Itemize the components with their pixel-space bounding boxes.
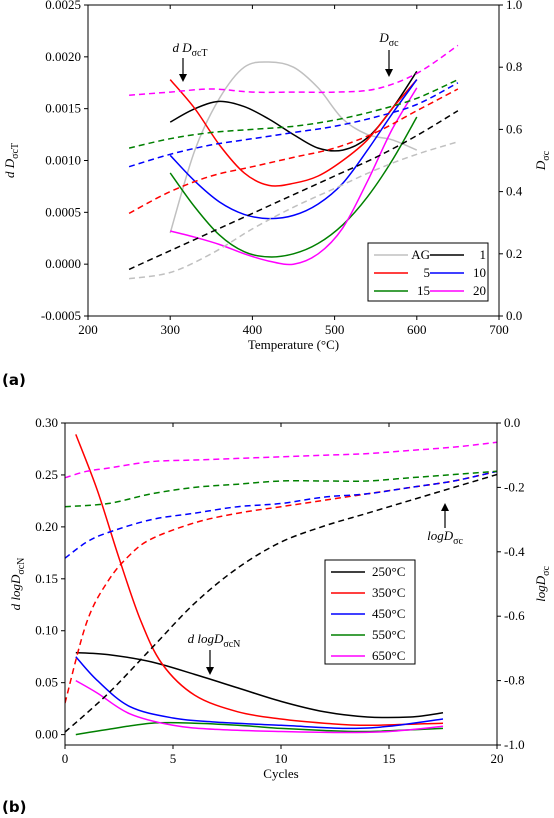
series-line-650C-solid bbox=[75, 679, 444, 734]
x-tick-label: 5 bbox=[170, 751, 177, 766]
y-tick-label-left: 0.20 bbox=[35, 519, 58, 534]
y-tick-label-left: 0.0005 bbox=[45, 204, 81, 219]
y-tick-label-left: 0.05 bbox=[35, 675, 58, 690]
y-tick-label-right: 0.0 bbox=[504, 415, 520, 430]
series-line-550C-dashed bbox=[65, 470, 497, 508]
series-line-1-solid bbox=[169, 70, 418, 152]
panel-label-b: (b) bbox=[2, 798, 26, 816]
x-tick-label: 600 bbox=[407, 322, 427, 337]
y-tick-label-left: 0.15 bbox=[35, 571, 58, 586]
annotation-arrow-head bbox=[441, 503, 449, 511]
annotation-label: d logDσcN bbox=[188, 631, 241, 650]
x-tick-label: 400 bbox=[243, 322, 263, 337]
x-tick-label: 700 bbox=[489, 322, 509, 337]
x-tick-label: 200 bbox=[78, 322, 98, 337]
annotation-label: logDσc bbox=[427, 528, 463, 547]
legend-label: 350°C bbox=[372, 585, 405, 600]
y-tick-label-right: 0.4 bbox=[506, 184, 523, 199]
x-tick-label: 10 bbox=[275, 751, 288, 766]
legend-label: 250°C bbox=[372, 564, 405, 579]
series-line-350C-dashed bbox=[65, 470, 497, 704]
y-tick-label-left: 0.0025 bbox=[45, 0, 81, 12]
x-tick-label: 20 bbox=[491, 751, 504, 766]
legend-box bbox=[324, 559, 416, 665]
x-tick-label: 500 bbox=[325, 322, 345, 337]
legend-label: 450°C bbox=[372, 606, 405, 621]
legend-label: 650°C bbox=[372, 648, 405, 663]
y-tick-label-right: -0.4 bbox=[504, 544, 525, 559]
y-axis-label-right: Dσc bbox=[533, 150, 552, 171]
legend-label: 10 bbox=[473, 265, 486, 280]
y-tick-label-left: 0.25 bbox=[35, 467, 58, 482]
y-tick-label-left: 0.0010 bbox=[45, 153, 81, 168]
y-tick-label-left: 0.0020 bbox=[45, 49, 81, 64]
panel-label-a: (a) bbox=[2, 371, 26, 389]
series-group bbox=[65, 434, 497, 736]
series-line-10-solid bbox=[169, 79, 418, 220]
series-line-20-dashed bbox=[129, 44, 459, 96]
series-line-15-dashed bbox=[128, 78, 459, 149]
legend-label: 20 bbox=[473, 283, 486, 298]
y-tick-label-left: -0.0005 bbox=[41, 308, 81, 323]
y-tick-label-left: 0.10 bbox=[35, 623, 58, 638]
series-line-10-dashed bbox=[128, 82, 459, 168]
series-line-AG-dashed bbox=[128, 141, 459, 280]
series-line-15-solid bbox=[169, 116, 418, 258]
x-tick-label: 300 bbox=[160, 322, 180, 337]
annotation-arrow-head bbox=[385, 69, 393, 77]
legend-label: 15 bbox=[417, 283, 430, 298]
y-tick-label-right: 0.0 bbox=[506, 308, 522, 323]
y-tick-label-left: 0.0000 bbox=[45, 256, 81, 271]
y-tick-label-left: 0.30 bbox=[35, 415, 58, 430]
y-axis-label-left: d DσcT bbox=[2, 143, 21, 178]
legend-label: 1 bbox=[480, 247, 487, 262]
series-line-250C-dashed bbox=[65, 473, 497, 733]
series-line-1-dashed bbox=[128, 110, 459, 271]
y-tick-label-right: 0.2 bbox=[506, 246, 522, 261]
series-line-550C-solid bbox=[75, 721, 444, 736]
series-group bbox=[128, 44, 459, 280]
chart-a: 200 300 400 500 600 700 Temperature (°C) -0.000… bbox=[2, 0, 552, 352]
y-tick-label-right: -0.2 bbox=[504, 479, 525, 494]
chart-b: 0 5 10 15 20 Cycles 0.00 0.05 0.10 0.15 0.20 0.25 0.… bbox=[8, 415, 552, 781]
x-axis-label: Cycles bbox=[263, 766, 298, 781]
series-line-5-dashed bbox=[128, 88, 459, 215]
plot-frame bbox=[64, 422, 498, 746]
annotation-arrow-head bbox=[179, 74, 187, 82]
x-tick-label: 15 bbox=[383, 751, 396, 766]
legend-label: 550°C bbox=[372, 627, 405, 642]
annotation-label: d DσcT bbox=[172, 40, 207, 59]
series-line-AG-solid bbox=[169, 61, 418, 234]
y-tick-label-right: -0.6 bbox=[504, 608, 525, 623]
series-line-450C-solid bbox=[75, 656, 444, 730]
y-axis-label-left: d logDσcN bbox=[8, 558, 27, 611]
series-line-450C-dashed bbox=[65, 470, 497, 559]
legend-label: AG bbox=[411, 247, 430, 262]
annotation-label: Dσc bbox=[378, 30, 399, 49]
y-tick-label-right: -1.0 bbox=[504, 737, 525, 752]
y-tick-label-left: 0.00 bbox=[35, 727, 58, 742]
y-tick-label-right: 1.0 bbox=[506, 0, 522, 12]
series-line-650C-dashed bbox=[65, 441, 497, 479]
series-line-5-solid bbox=[169, 79, 418, 187]
x-axis-label: Temperature (°C) bbox=[248, 337, 339, 352]
legend-label: 5 bbox=[424, 265, 431, 280]
annotation-arrow-head bbox=[206, 667, 214, 675]
series-line-250C-solid bbox=[75, 651, 444, 719]
series-line-350C-solid bbox=[75, 434, 444, 727]
x-tick-label: 0 bbox=[62, 751, 69, 766]
series-line-20-solid bbox=[170, 87, 418, 266]
y-axis-label-right: logDσc bbox=[533, 566, 552, 602]
y-tick-label-right: 0.6 bbox=[506, 121, 523, 136]
y-tick-label-right: 0.8 bbox=[506, 59, 522, 74]
y-tick-label-right: -0.8 bbox=[504, 673, 525, 688]
y-tick-label-left: 0.0015 bbox=[45, 101, 81, 116]
